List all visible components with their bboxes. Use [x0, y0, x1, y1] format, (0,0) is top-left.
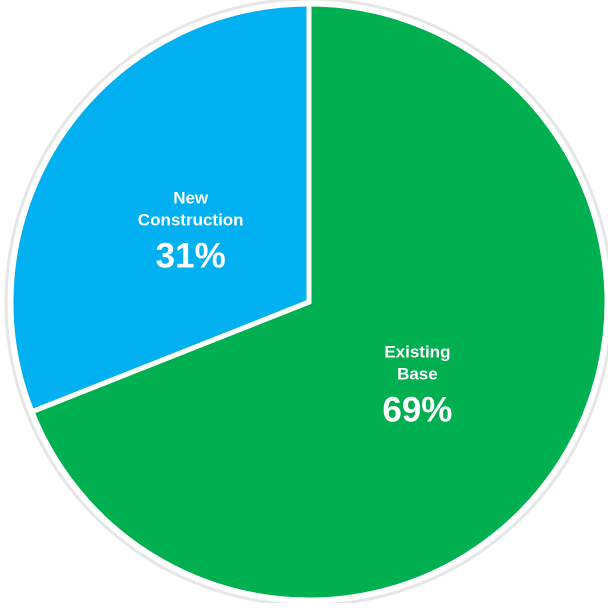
slice-label-new-construction-line-2: Construction — [138, 211, 244, 230]
slice-label-existing-base-line-1: Existing — [384, 343, 450, 362]
pie-slice-existing-base — [28, 1, 608, 603]
slice-label-existing-base-line-2: Base — [397, 365, 438, 384]
slice-label-new-construction-line-1: New — [173, 189, 209, 208]
slice-value-label-existing-base: 69% — [382, 391, 452, 430]
slice-value-label-new-construction: 31% — [156, 237, 226, 276]
pie-slices — [8, 1, 608, 603]
pie-slice-new-construction — [8, 1, 312, 415]
pie-labels: Existing Base 69% New Construction 31% — [138, 189, 453, 430]
